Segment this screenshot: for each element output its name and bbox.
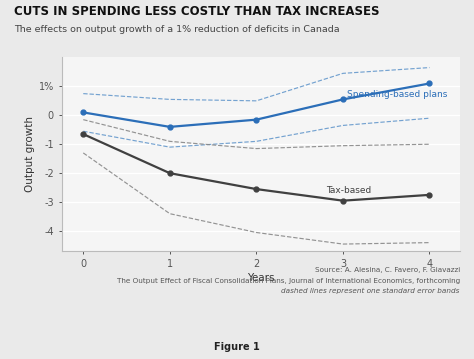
Text: dashed lines represent one standard error bands: dashed lines represent one standard erro… xyxy=(282,288,460,294)
Text: The effects on output growth of a 1% reduction of deficits in Canada: The effects on output growth of a 1% red… xyxy=(14,25,340,34)
Text: Tax-based: Tax-based xyxy=(326,186,371,195)
Text: The Output Effect of Fiscal Consolidation Plans, Journal of International Econom: The Output Effect of Fiscal Consolidatio… xyxy=(117,278,460,284)
X-axis label: Years: Years xyxy=(247,273,274,283)
Text: CUTS IN SPENDING LESS COSTLY THAN TAX INCREASES: CUTS IN SPENDING LESS COSTLY THAN TAX IN… xyxy=(14,5,380,18)
Y-axis label: Output growth: Output growth xyxy=(25,116,35,192)
Text: Spending-based plans: Spending-based plans xyxy=(347,90,447,99)
Text: Source: A. Alesina, C. Favero, F. Giavazzi: Source: A. Alesina, C. Favero, F. Giavaz… xyxy=(315,267,460,274)
Text: Figure 1: Figure 1 xyxy=(214,342,260,352)
